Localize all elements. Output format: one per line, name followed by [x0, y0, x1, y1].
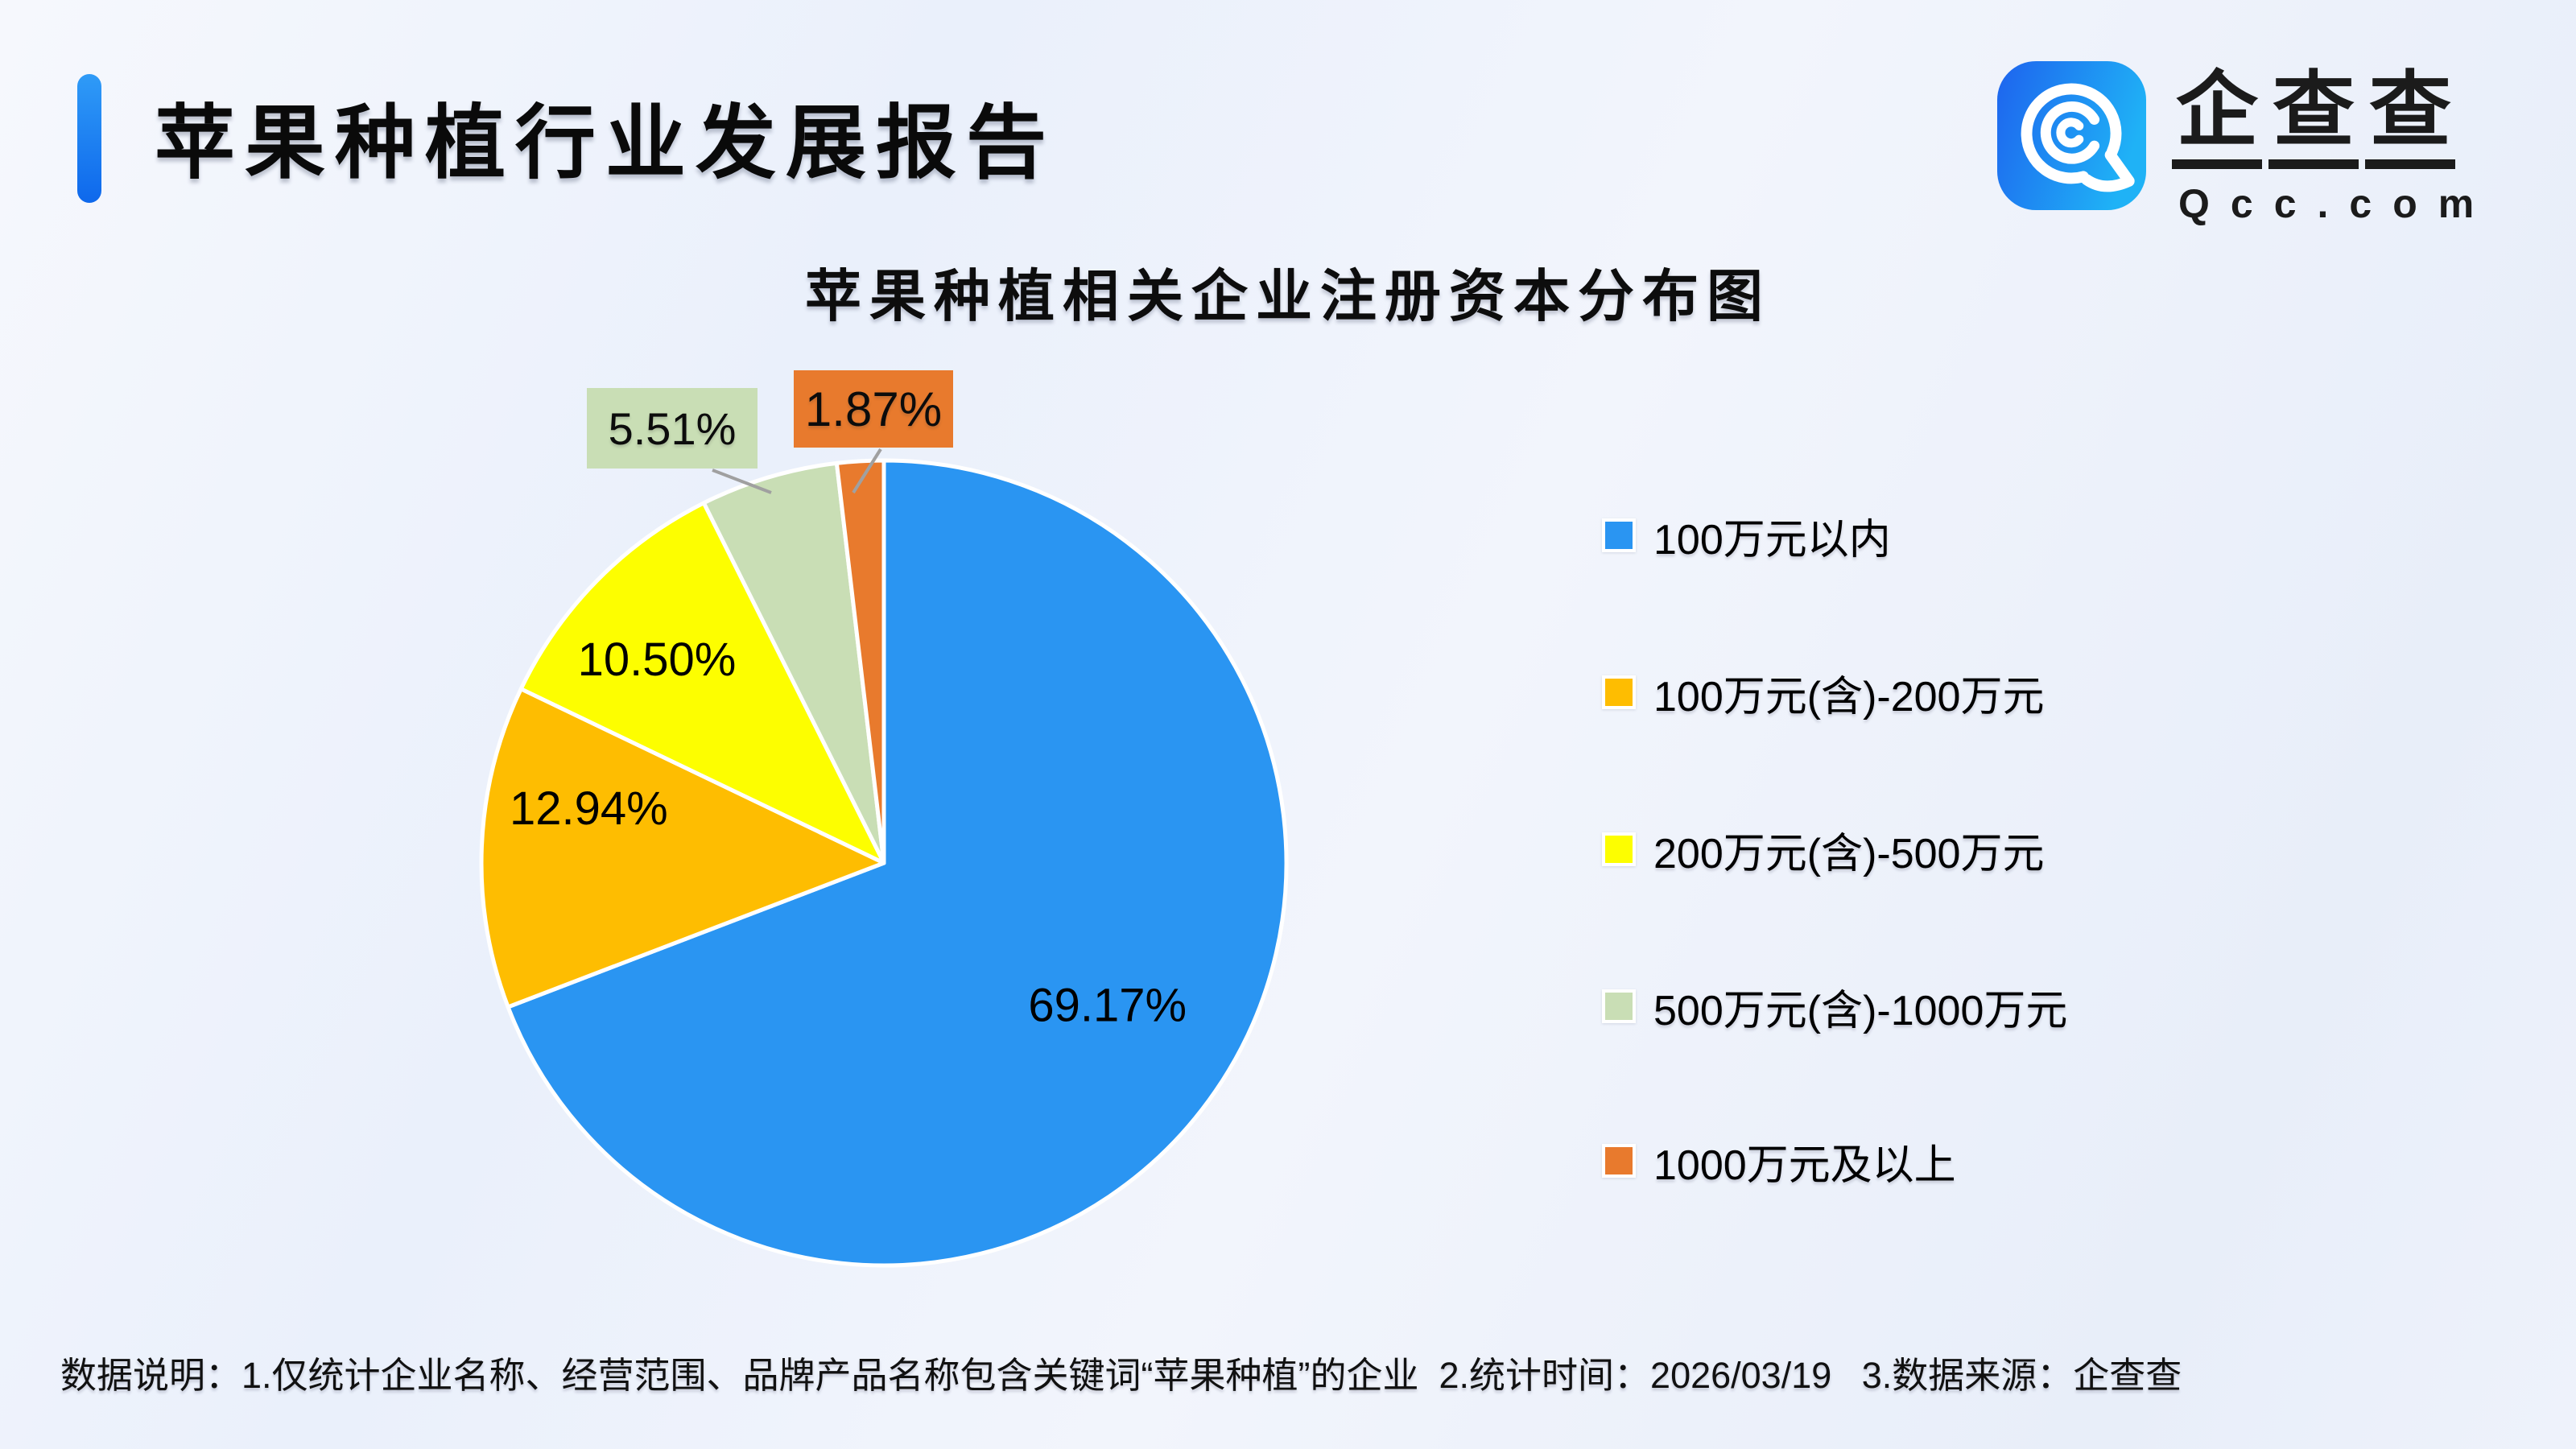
pie-value-label: 10.50% [578, 634, 737, 686]
brand-name: 企查查 [2172, 69, 2495, 169]
legend-swatch [1602, 832, 1636, 866]
pie-slice-500万元(含)-1000万元[interactable] [701, 460, 886, 865]
data-note: 数据说明：1.仅统计企业名称、经营范围、品牌产品名称包含关键词“苹果种植”的企业… [60, 1355, 2182, 1396]
pie-slice-100万元(含)-200万元[interactable] [479, 687, 886, 1009]
legend-item-500万元(含)-1000万元[interactable]: 500万元(含)-1000万元 [1602, 970, 2067, 1042]
pie-slice-100万元以内[interactable] [506, 458, 1289, 1268]
pie-slice-1000万元及以上[interactable] [834, 458, 886, 865]
pie-value-label: 69.17% [1028, 980, 1187, 1032]
callout-leader-line [712, 469, 772, 494]
qcc-logo-text: 企查查 Qcc.com [2172, 69, 2495, 227]
brand-char: 查 [2268, 69, 2359, 169]
legend-swatch [1602, 1144, 1636, 1178]
legend-label: 500万元(含)-1000万元 [1653, 987, 2068, 1034]
callout-label-500-1000: 5.51% [587, 388, 758, 469]
brand-domain: Qcc.com [2178, 181, 2496, 226]
brand-char: 企 [2172, 69, 2262, 169]
legend-item-200万元(含)-500万元[interactable]: 200万元(含)-500万元 [1602, 813, 2044, 886]
legend-label: 1000万元及以上 [1653, 1141, 1956, 1189]
brand-char: 查 [2365, 69, 2455, 169]
callout-label-1000-plus: 1.87% [794, 370, 953, 448]
legend-label: 200万元(含)-500万元 [1653, 830, 2045, 877]
chart-title: 苹果种植相关企业注册资本分布图 [805, 265, 1771, 328]
legend-item-100万元以内[interactable]: 100万元以内 [1602, 499, 1891, 572]
legend-label: 100万元(含)-200万元 [1653, 673, 2045, 720]
qcc-magnifier-icon [1997, 61, 2146, 210]
legend-swatch [1602, 675, 1636, 709]
qcc-logo: 企查查 Qcc.com [1997, 61, 2495, 227]
page-title: 苹果种植行业发展报告 [155, 98, 1056, 188]
legend-item-1000万元及以上[interactable]: 1000万元及以上 [1602, 1125, 1956, 1197]
pie-value-label: 12.94% [510, 782, 668, 835]
legend-swatch [1602, 518, 1636, 552]
legend-item-100万元(含)-200万元[interactable]: 100万元(含)-200万元 [1602, 656, 2044, 729]
pie-slice-200万元(含)-500万元[interactable] [518, 501, 886, 865]
legend-label: 100万元以内 [1653, 516, 1891, 564]
legend-swatch [1602, 989, 1636, 1023]
callout-leader-line [852, 448, 882, 494]
title-accent-bar [77, 74, 101, 203]
